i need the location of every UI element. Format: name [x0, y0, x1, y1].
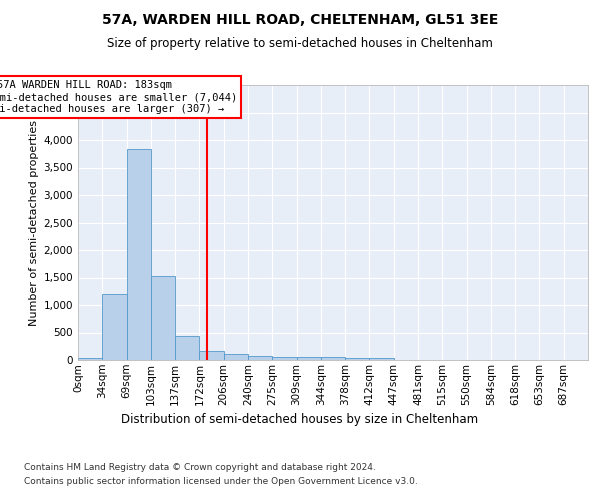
Bar [296, 357, 321, 360]
Bar [199, 350, 224, 360]
Text: Contains public sector information licensed under the Open Government Licence v3: Contains public sector information licen… [24, 478, 418, 486]
Text: 57A WARDEN HILL ROAD: 183sqm
← 96% of semi-detached houses are smaller (7,044)
4: 57A WARDEN HILL ROAD: 183sqm ← 96% of se… [0, 80, 237, 114]
Bar [175, 336, 199, 360]
Bar [102, 294, 127, 360]
Bar [248, 356, 272, 360]
Text: 57A, WARDEN HILL ROAD, CHELTENHAM, GL51 3EE: 57A, WARDEN HILL ROAD, CHELTENHAM, GL51 … [102, 12, 498, 26]
Bar [224, 354, 248, 360]
Text: Distribution of semi-detached houses by size in Cheltenham: Distribution of semi-detached houses by … [121, 412, 479, 426]
Bar [321, 357, 345, 360]
Bar [370, 358, 394, 360]
Bar [78, 358, 102, 360]
Text: Size of property relative to semi-detached houses in Cheltenham: Size of property relative to semi-detach… [107, 38, 493, 51]
Bar [272, 356, 296, 360]
Y-axis label: Number of semi-detached properties: Number of semi-detached properties [29, 120, 40, 326]
Bar [127, 150, 151, 360]
Bar [151, 276, 175, 360]
Bar [345, 358, 370, 360]
Text: Contains HM Land Registry data © Crown copyright and database right 2024.: Contains HM Land Registry data © Crown c… [24, 462, 376, 471]
